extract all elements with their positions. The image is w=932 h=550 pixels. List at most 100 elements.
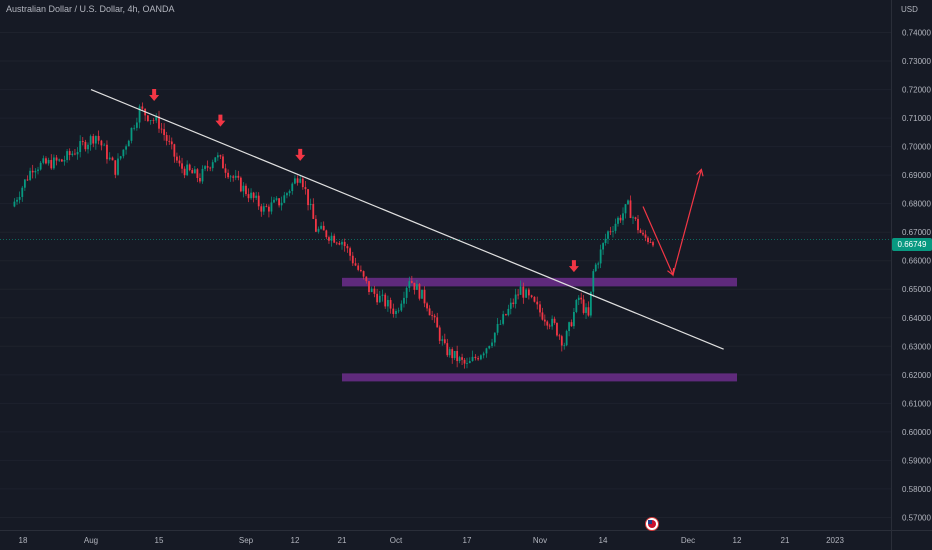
candle[interactable] [71, 153, 74, 156]
candle[interactable] [416, 284, 418, 290]
candle[interactable] [232, 176, 235, 178]
candle[interactable] [60, 159, 63, 162]
candle[interactable] [637, 218, 639, 231]
candle[interactable] [413, 282, 416, 290]
candle[interactable] [463, 359, 466, 364]
candle[interactable] [296, 178, 299, 183]
candle[interactable] [181, 163, 183, 169]
candle[interactable] [242, 185, 245, 192]
candle[interactable] [34, 170, 37, 173]
candle[interactable] [186, 164, 189, 176]
candle[interactable] [466, 363, 468, 364]
candle[interactable] [317, 228, 320, 232]
candle[interactable] [229, 176, 232, 178]
candle[interactable] [634, 217, 637, 219]
candle[interactable] [493, 332, 496, 343]
candle[interactable] [392, 308, 395, 315]
candle[interactable] [614, 223, 617, 231]
candle[interactable] [245, 185, 247, 195]
candle[interactable] [338, 243, 341, 245]
candle[interactable] [592, 271, 595, 292]
candle[interactable] [441, 339, 444, 341]
candle[interactable] [111, 157, 114, 161]
candle[interactable] [270, 202, 273, 212]
candle[interactable] [517, 294, 519, 296]
candle[interactable] [291, 183, 294, 192]
candle[interactable] [428, 308, 431, 316]
candle[interactable] [349, 248, 351, 256]
candle[interactable] [446, 343, 449, 356]
candle[interactable] [558, 335, 561, 337]
candle[interactable] [575, 300, 578, 313]
candle[interactable] [31, 170, 34, 173]
candle[interactable] [146, 115, 149, 122]
candle[interactable] [485, 348, 488, 354]
candle[interactable] [527, 289, 530, 296]
candle[interactable] [122, 149, 125, 157]
candle[interactable] [436, 317, 439, 328]
candle[interactable] [408, 281, 411, 288]
candle[interactable] [519, 286, 522, 295]
candle[interactable] [433, 315, 436, 318]
candle[interactable] [546, 321, 549, 326]
candle[interactable] [301, 178, 304, 188]
candle[interactable] [76, 151, 79, 155]
candle[interactable] [152, 120, 155, 122]
candle[interactable] [573, 312, 575, 327]
candle[interactable] [158, 116, 160, 129]
candle[interactable] [365, 276, 368, 282]
candle[interactable] [456, 350, 459, 362]
candle[interactable] [23, 179, 26, 188]
candle[interactable] [639, 230, 642, 233]
candle[interactable] [63, 160, 66, 162]
candle[interactable] [496, 323, 499, 333]
candle[interactable] [533, 296, 536, 302]
candle[interactable] [252, 192, 255, 198]
candle[interactable] [127, 140, 130, 147]
support-resistance-zone[interactable] [342, 277, 737, 287]
candle[interactable] [410, 281, 413, 283]
candle[interactable] [138, 106, 141, 123]
candle[interactable] [117, 158, 119, 175]
candle[interactable] [509, 302, 512, 309]
candle[interactable] [354, 263, 357, 266]
candle[interactable] [141, 106, 144, 109]
trendline[interactable] [90, 89, 724, 350]
candle[interactable] [453, 350, 456, 359]
candle[interactable] [130, 127, 133, 141]
candle[interactable] [283, 195, 286, 203]
candle[interactable] [556, 322, 558, 336]
candle[interactable] [360, 269, 362, 272]
candle[interactable] [55, 157, 58, 161]
candle[interactable] [193, 169, 196, 174]
candle[interactable] [536, 301, 539, 305]
candle[interactable] [280, 202, 283, 206]
candle[interactable] [66, 151, 68, 161]
candle[interactable] [499, 323, 502, 325]
candle[interactable] [37, 169, 39, 171]
candle[interactable] [125, 146, 127, 150]
candle[interactable] [216, 155, 219, 158]
candle[interactable] [619, 217, 622, 221]
candle[interactable] [553, 318, 556, 323]
candle[interactable] [294, 178, 296, 184]
candle[interactable] [247, 194, 250, 199]
candle[interactable] [278, 198, 280, 206]
candle[interactable] [84, 141, 87, 150]
candle[interactable] [642, 232, 644, 235]
candle[interactable] [328, 237, 330, 241]
candle[interactable] [314, 218, 317, 232]
support-resistance-zone[interactable] [342, 373, 737, 382]
candle[interactable] [541, 312, 544, 320]
candle[interactable] [599, 249, 602, 264]
candle[interactable] [468, 361, 471, 364]
candle[interactable] [632, 217, 634, 219]
candle[interactable] [565, 331, 568, 346]
candle[interactable] [602, 243, 605, 250]
candle[interactable] [39, 162, 42, 170]
candle[interactable] [480, 355, 482, 360]
candle[interactable] [74, 153, 76, 155]
candle[interactable] [624, 204, 627, 214]
candle[interactable] [103, 144, 106, 146]
